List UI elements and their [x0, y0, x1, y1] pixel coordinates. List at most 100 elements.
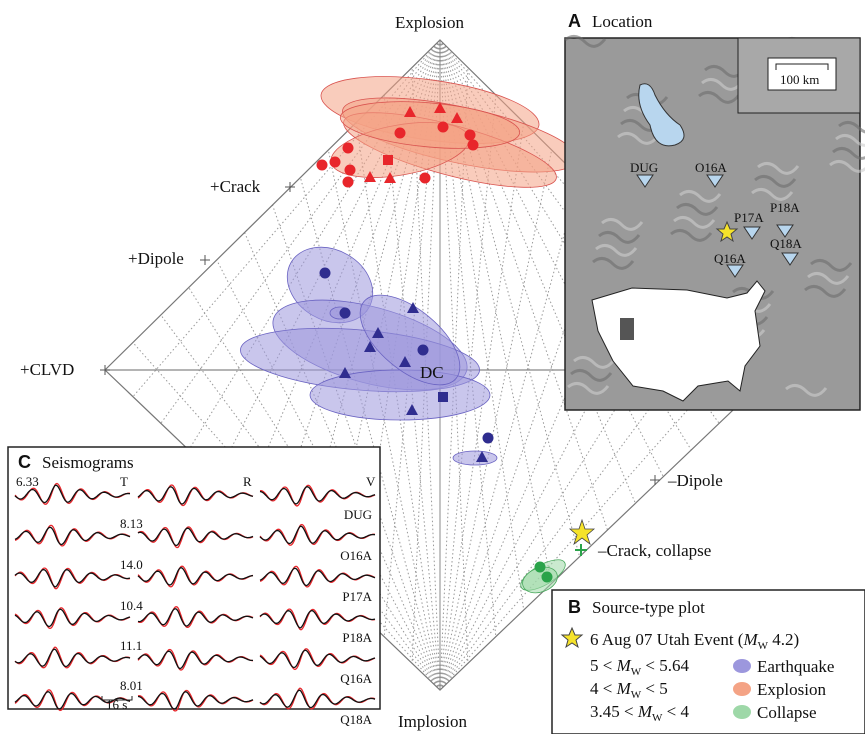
- component: V: [366, 474, 376, 489]
- math-var: M: [637, 702, 653, 721]
- panel-letter: C: [18, 452, 31, 472]
- label: Explosion: [395, 13, 464, 32]
- waveform: [137, 691, 254, 710]
- grid-line: [132, 342, 441, 691]
- math-var: M: [742, 630, 758, 649]
- terrain: [567, 382, 610, 395]
- event-marker: [437, 121, 449, 133]
- event-marker: [541, 571, 553, 583]
- tick-cross: [200, 255, 210, 265]
- event-marker: [434, 102, 446, 113]
- time-bar: [101, 696, 133, 701]
- amplitude: 11.1: [120, 638, 142, 653]
- panel-title: Source-type plot: [592, 598, 705, 617]
- math-var: M: [616, 679, 632, 698]
- event-marker: [407, 302, 419, 313]
- station-label: O16A: [340, 548, 372, 563]
- text-part: 6 Aug 07 Utah Event (: [590, 630, 744, 649]
- amplitude: 14.0: [120, 557, 143, 572]
- station: [726, 264, 744, 278]
- label: +Crack: [210, 177, 261, 196]
- terrain: [810, 259, 853, 272]
- label: DC: [420, 363, 444, 382]
- uncertainty-ellipse: [359, 294, 461, 386]
- event-marker: [339, 367, 351, 378]
- panel-letter: A: [568, 11, 581, 31]
- event-marker: [344, 164, 356, 176]
- us-map: [591, 280, 766, 402]
- terrain: [670, 229, 713, 242]
- panel-title: Location: [592, 12, 653, 31]
- event-marker: [384, 172, 396, 183]
- waveform: [137, 608, 254, 627]
- station-label: P17A: [342, 589, 372, 604]
- event-marker: [364, 341, 376, 352]
- grid-line: [439, 287, 692, 691]
- station: [776, 224, 794, 238]
- waveform: [14, 608, 131, 628]
- event-marker: [404, 106, 416, 117]
- component: R: [243, 474, 252, 489]
- station-label: O16A: [695, 160, 727, 175]
- terrain: [601, 218, 644, 231]
- event-marker: [329, 156, 341, 168]
- uncertainty-ellipse: [309, 369, 491, 421]
- waveform: [137, 650, 253, 670]
- event-marker: [316, 159, 328, 171]
- terrain: [754, 175, 797, 188]
- class-swatch: [733, 659, 751, 673]
- waveform: [137, 486, 254, 505]
- amplitude: 10.4: [120, 598, 143, 613]
- event-marker: [406, 404, 418, 415]
- event-marker: [419, 172, 431, 184]
- terrain: [595, 244, 638, 257]
- event-marker: [482, 432, 494, 444]
- grid-line: [160, 39, 441, 424]
- station: [743, 226, 761, 240]
- class-legend: Earthquake: [757, 657, 834, 676]
- subscript: W: [631, 689, 642, 701]
- amplitude: 6.33: [16, 474, 39, 489]
- grid-line: [439, 342, 748, 691]
- event-marker: [464, 129, 476, 141]
- station-label: P17A: [734, 210, 764, 225]
- uncertainty-ellipse: [452, 450, 498, 466]
- scale-box: [767, 57, 837, 91]
- subscript: W: [652, 712, 663, 724]
- size-legend: 4 < MW < 5: [590, 679, 668, 701]
- waveform: [14, 569, 131, 588]
- event-star: [715, 220, 739, 243]
- station-label: Q16A: [340, 671, 372, 686]
- text-part: < 5.64: [641, 656, 689, 675]
- event-star: [560, 626, 584, 649]
- grid-line: [439, 177, 581, 691]
- terrain: [570, 369, 613, 382]
- terrain: [676, 203, 719, 216]
- panel-box: [7, 446, 381, 710]
- event-star: [568, 518, 596, 546]
- waveform: [259, 486, 376, 505]
- event-marker: [476, 451, 488, 462]
- tick-cross: [100, 365, 110, 375]
- panel-box: [551, 589, 865, 735]
- plus-marker: [575, 544, 587, 556]
- station-label: Q18A: [770, 236, 802, 251]
- time-label: 16 s: [106, 697, 127, 712]
- event-marker: [342, 142, 354, 154]
- math-var: M: [616, 656, 632, 675]
- panel-letter: B: [568, 597, 581, 617]
- text-part: < 5: [641, 679, 668, 698]
- waveform: [137, 527, 254, 547]
- station: [636, 174, 654, 188]
- station-label: Q18A: [340, 712, 372, 727]
- terrain: [757, 162, 800, 175]
- waveform: [259, 689, 376, 709]
- terrain: [829, 160, 865, 173]
- event-marker: [339, 307, 351, 319]
- grid-line: [132, 39, 441, 397]
- class-swatch: [733, 705, 751, 719]
- size-legend: 5 < MW < 5.64: [590, 656, 689, 678]
- waveform: [14, 526, 131, 546]
- terrain: [835, 134, 865, 147]
